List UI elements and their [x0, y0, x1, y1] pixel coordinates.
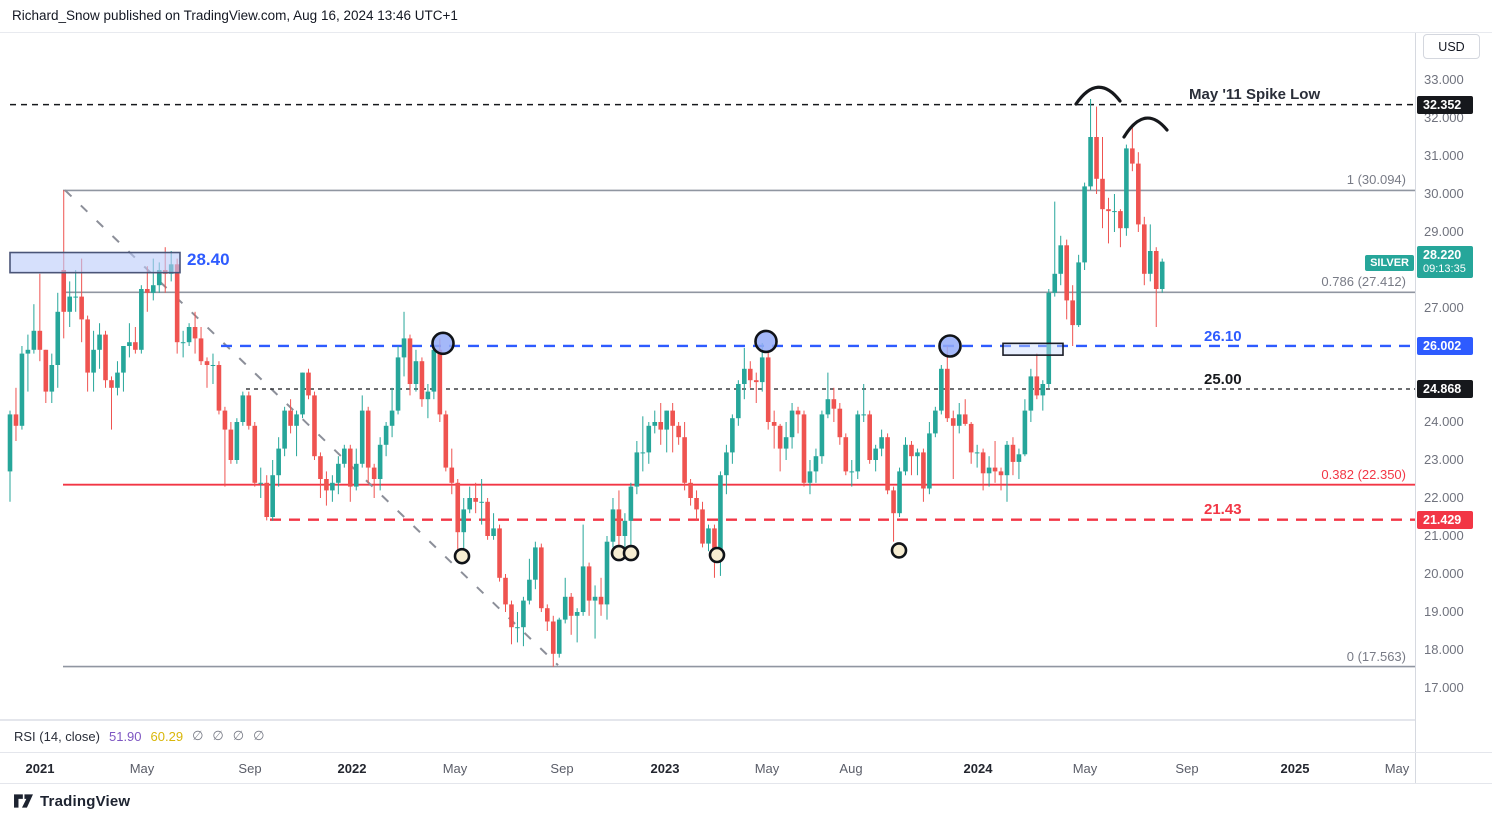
currency-toggle-button[interactable]: USD [1423, 34, 1480, 59]
tradingview-logo-icon [13, 792, 34, 810]
price-tick-label: 21.000 [1424, 528, 1464, 543]
time-axis-label: 2023 [650, 761, 680, 776]
price-value-label: 32.352 [1417, 95, 1473, 114]
time-axis-label: May [754, 761, 780, 776]
time-axis-label: May [1072, 761, 1098, 776]
time-axis-label: May [1384, 761, 1410, 776]
attribution-text: Richard_Snow published on TradingView.co… [12, 8, 458, 23]
brand-name: TradingView [40, 792, 131, 810]
symbol-tag: SILVER [1365, 255, 1414, 271]
candles-group [7, 99, 1165, 667]
rsi-pane-legend: RSI (14, close) 51.90 60.29 ∅ ∅ ∅ ∅ [14, 728, 264, 744]
annotation-spike-low: May '11 Spike Low [1189, 86, 1321, 103]
fib-level-label: 1 (30.094) [1346, 172, 1406, 188]
annotation-level-21-43: 21.43 [1204, 501, 1242, 518]
time-axis-label: Sep [550, 761, 574, 776]
price-value-label: 28.220 09:13:35 [1417, 246, 1473, 279]
price-tick-label: 30.000 [1424, 186, 1464, 201]
pivot-high-circles [431, 329, 962, 358]
price-tick-label: 18.000 [1424, 642, 1464, 657]
rsi-value: 51.90 [108, 728, 142, 744]
time-axis-label: 2024 [963, 761, 993, 776]
time-axis-label: Aug [839, 761, 863, 776]
rsi-empty-value: ∅ [253, 728, 265, 743]
rsi-empty-value: ∅ [192, 728, 204, 743]
rsi-empty-value: ∅ [212, 728, 224, 743]
zone-rectangles [9, 251, 1064, 356]
pivot-low-circles [453, 542, 908, 565]
time-axis-label: 2025 [1280, 761, 1310, 776]
pane-divider[interactable] [0, 719, 1415, 721]
annotation-level-26-10: 26.10 [1204, 328, 1242, 345]
price-value-label: 26.002 [1417, 336, 1473, 355]
price-tick-label: 32.000 [1424, 110, 1464, 125]
time-axis-label: May [129, 761, 155, 776]
price-value-label: 21.429 [1417, 510, 1473, 529]
price-axis-divider [1415, 33, 1416, 783]
horizontal-level-lines [10, 103, 1415, 521]
rsi-empty-value: ∅ [232, 728, 245, 743]
price-tick-label: 27.000 [1424, 300, 1464, 315]
price-tick-label: 33.000 [1424, 72, 1464, 87]
time-axis-label: Sep [238, 761, 262, 776]
price-tick-label: 19.000 [1424, 604, 1464, 619]
time-axis-label: 2022 [337, 761, 367, 776]
price-tick-label: 23.000 [1424, 452, 1464, 467]
price-tick-label: 20.000 [1424, 566, 1464, 581]
rsi-ma-value: 60.29 [150, 728, 184, 744]
attribution-bar: Richard_Snow published on TradingView.co… [0, 0, 1492, 33]
price-value-label: 24.868 [1417, 380, 1473, 399]
annotation-level-25-00: 25.00 [1204, 371, 1242, 388]
time-axis-top-border [0, 752, 1492, 753]
price-tick-label: 29.000 [1424, 224, 1464, 239]
rsi-title[interactable]: RSI (14, close) [14, 728, 100, 744]
fib-level-label: 0 (17.563) [1346, 648, 1406, 664]
peak-arc-annotations [1074, 85, 1169, 139]
annotation-resistance-28-40: 28.40 [187, 250, 230, 269]
time-axis-bottom-border [0, 783, 1492, 784]
price-tick-label: 17.000 [1424, 680, 1464, 695]
time-axis-label: Sep [1175, 761, 1199, 776]
fib-retracement-lines [63, 189, 1415, 668]
price-tick-label: 24.000 [1424, 414, 1464, 429]
price-tick-label: 31.000 [1424, 148, 1464, 163]
fib-level-label: 0.786 (27.412) [1321, 274, 1406, 290]
tradingview-logo[interactable]: TradingView [13, 792, 130, 810]
time-axis-label: 2021 [25, 761, 55, 776]
price-tick-label: 22.000 [1424, 490, 1464, 505]
time-axis-label: May [442, 761, 468, 776]
fib-level-label: 0.382 (22.350) [1321, 466, 1406, 482]
